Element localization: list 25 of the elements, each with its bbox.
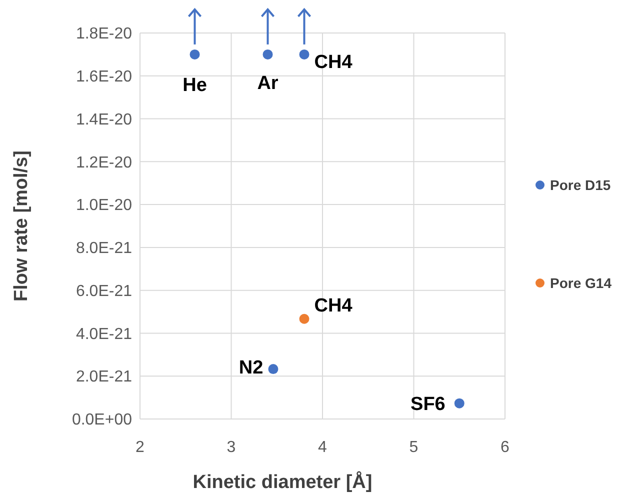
x-tick-label: 3: [226, 439, 236, 456]
legend-label: Pore D15: [550, 176, 611, 193]
x-tick-label: 6: [500, 439, 510, 456]
y-tick-label: 0.0E+00: [72, 412, 132, 429]
y-axis-title: Flow rate [mol/s]: [11, 150, 32, 302]
annotation: N2: [238, 358, 264, 379]
y-tick-label: 1.6E-20: [76, 68, 132, 86]
annotation: He: [182, 75, 207, 96]
annotation: Ar: [257, 73, 279, 94]
y-tick-label: 2.0E-21: [76, 368, 132, 386]
annotation: CH4: [314, 52, 353, 74]
x-tick-label: 4: [318, 439, 328, 456]
y-tick-label: 6.0E-21: [76, 282, 132, 300]
annotation: CH4: [314, 296, 353, 317]
y-tick-label: 1.2E-20: [76, 154, 132, 172]
y-tick-label: 8.0E-21: [76, 240, 132, 258]
legend-label: Pore G14: [550, 274, 612, 291]
y-tick-label: 1.0E-20: [76, 197, 132, 214]
y-tick-label: 4.0E-21: [76, 326, 132, 343]
annotation: SF6: [410, 394, 446, 415]
x-tick-label: 2: [136, 439, 145, 456]
x-tick-label: 5: [409, 439, 418, 456]
y-tick-label: 1.4E-20: [76, 111, 132, 128]
x-axis-title: Kinetic diameter [Å]: [192, 471, 372, 493]
y-tick-label: 1.8E-20: [76, 26, 132, 43]
